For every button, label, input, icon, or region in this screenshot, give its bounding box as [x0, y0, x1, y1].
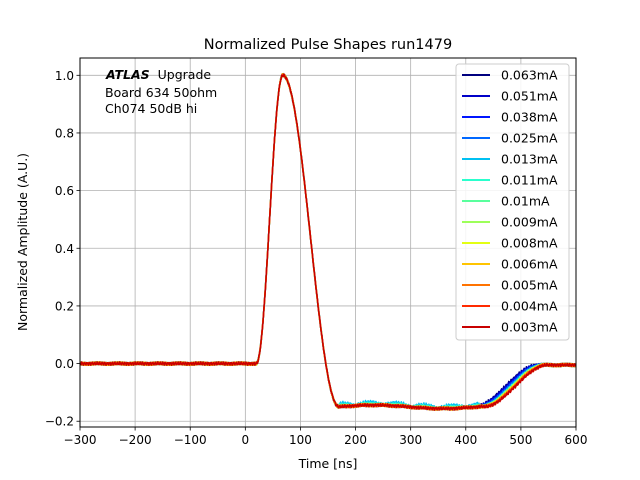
- y-tick-label: 0.6: [55, 184, 74, 198]
- legend-label: 0.009mA: [501, 215, 558, 230]
- y-tick-label: 1.0: [55, 69, 74, 83]
- legend-label: 0.01mA: [501, 194, 550, 209]
- svg-text:ATLAS Upgrade: ATLAS Upgrade: [105, 67, 211, 82]
- chart-title: Normalized Pulse Shapes run1479: [204, 37, 452, 53]
- annotation-board: Board 634 50ohm: [105, 85, 217, 100]
- legend-label: 0.004mA: [501, 299, 558, 314]
- annotation-channel: Ch074 50dB hi: [105, 101, 197, 116]
- x-tick-label: 300: [399, 433, 422, 447]
- x-tick-label: −200: [119, 433, 152, 447]
- legend-label: 0.025mA: [501, 131, 558, 146]
- x-tick-label: 0: [242, 433, 250, 447]
- legend-label: 0.003mA: [501, 320, 558, 335]
- legend-label: 0.005mA: [501, 278, 558, 293]
- legend-label: 0.013mA: [501, 152, 558, 167]
- y-axis-label: Normalized Amplitude (A.U.): [15, 153, 30, 331]
- series-line: [80, 73, 576, 411]
- x-axis-ticks: −300 −200 −100 0 100 200 300 400 500 600: [64, 427, 588, 447]
- y-tick-label: 0.0: [55, 357, 74, 371]
- x-tick-label: 600: [565, 433, 588, 447]
- legend-label: 0.011mA: [501, 173, 558, 188]
- series-layer: [80, 72, 576, 411]
- x-tick-label: 400: [454, 433, 477, 447]
- y-tick-label: 0.2: [55, 299, 74, 313]
- legend-label: 0.038mA: [501, 110, 558, 125]
- x-axis-label: Time [ns]: [298, 456, 358, 471]
- legend-box: [455, 63, 570, 341]
- y-tick-label: −0.2: [45, 415, 74, 429]
- x-tick-label: −300: [64, 433, 97, 447]
- y-tick-label: 0.8: [55, 126, 74, 140]
- legend-label: 0.006mA: [501, 257, 558, 272]
- y-axis-ticks: −0.2 0.0 0.2 0.4 0.6 0.8 1.0: [45, 69, 80, 429]
- legend: 0.063mA 0.051mA 0.038mA 0.025mA 0.013mA 0.011…: [455, 63, 570, 341]
- plot-frame: [79, 57, 577, 428]
- x-tick-label: −100: [174, 433, 207, 447]
- x-tick-label: 500: [509, 433, 532, 447]
- atlas-brand-suffix: Upgrade: [158, 67, 212, 82]
- atlas-annotation: ATLAS Upgrade Board 634 50ohm Ch074 50dB…: [105, 67, 217, 116]
- y-tick-label: 0.4: [55, 242, 74, 256]
- x-tick-label: 200: [344, 433, 367, 447]
- legend-label: 0.063mA: [501, 68, 558, 83]
- legend-label: 0.008mA: [501, 236, 558, 251]
- legend-label: 0.051mA: [501, 89, 558, 104]
- atlas-brand: ATLAS: [105, 67, 150, 82]
- x-tick-label: 100: [289, 433, 312, 447]
